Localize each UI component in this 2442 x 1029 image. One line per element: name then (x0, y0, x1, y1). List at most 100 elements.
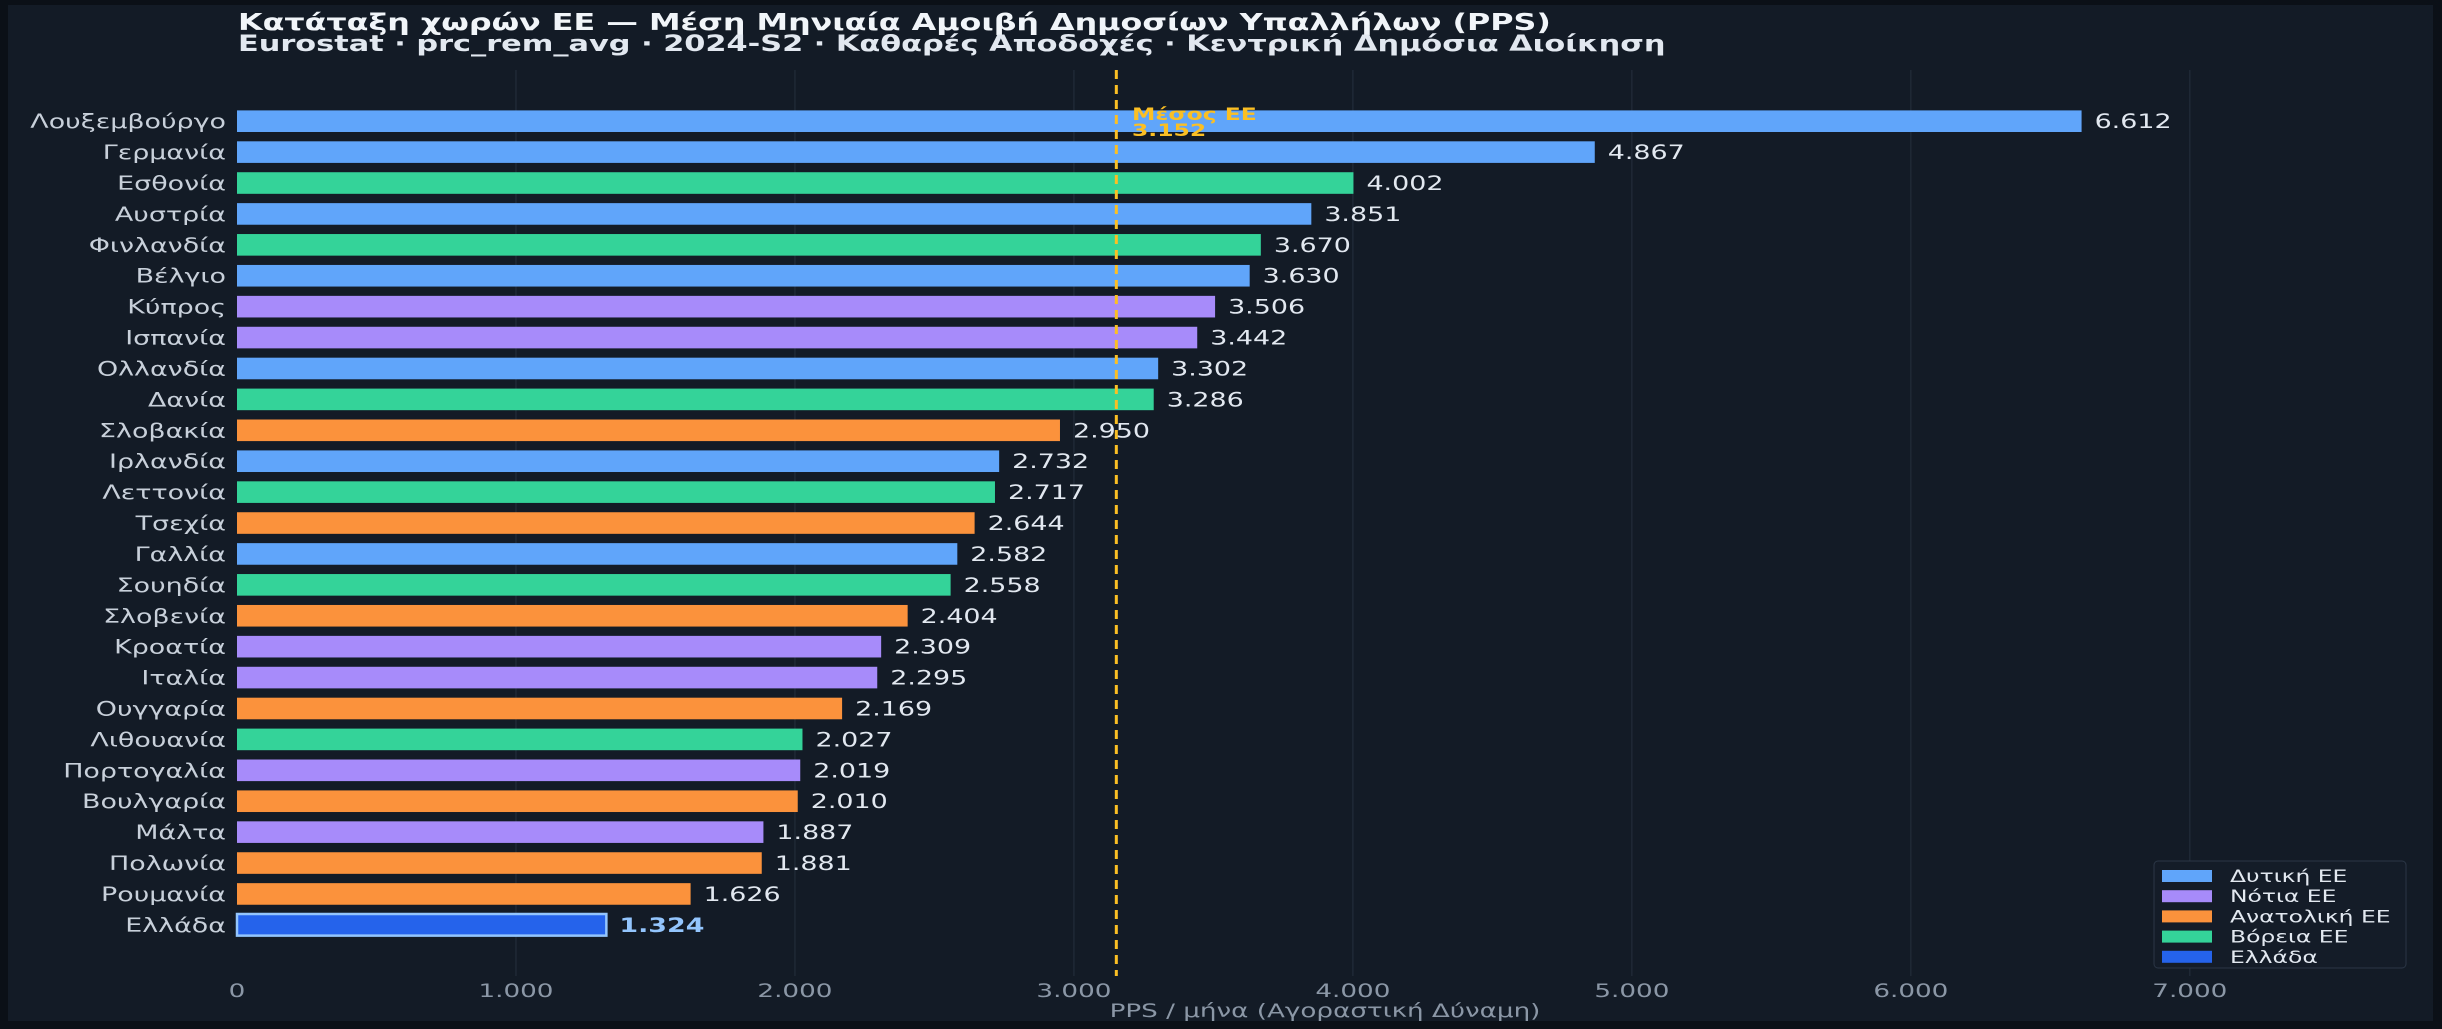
country-label: Τσεχία (134, 512, 226, 535)
x-axis-label: PPS / μήνα (Αγοραστική Δύναμη) (1110, 1000, 1541, 1022)
bar-3 (237, 172, 1354, 194)
value-label: 3.851 (1324, 203, 1401, 226)
country-label: Σουηδία (117, 574, 226, 597)
bar-8 (237, 326, 1198, 349)
country-label: Ελλάδα (125, 914, 226, 937)
country-label: Εσθονία (117, 172, 226, 195)
country-label: Λουξεμβούργο (30, 110, 226, 133)
bar-25 (237, 852, 762, 874)
legend-label: Νότια ΕΕ (2230, 886, 2336, 906)
x-tick-label: 0 (229, 980, 246, 1002)
bar-15 (237, 543, 958, 565)
legend-label: Ανατολική ΕΕ (2230, 907, 2391, 927)
country-label: Μάλτα (135, 821, 226, 844)
country-label: Ιρλανδία (109, 450, 226, 473)
country-label: Γαλλία (135, 543, 226, 566)
bar-20 (237, 697, 843, 720)
bar-27 (237, 914, 606, 936)
eu-mean-label: Μέσος ΕΕ (1132, 104, 1257, 124)
country-label: Αυστρία (115, 203, 226, 226)
x-tick-label: 3.000 (1036, 980, 1111, 1002)
bar-10 (237, 388, 1154, 411)
bar-5 (237, 234, 1261, 256)
bar-11 (237, 419, 1060, 442)
country-label: Βέλγιο (136, 264, 226, 287)
value-label: 3.506 (1228, 295, 1305, 318)
chart-title: Κατάταξη χωρών ΕΕ — Μέση Μηνιαία Αμοιβή … (238, 8, 1551, 35)
country-label: Ισπανία (125, 326, 226, 349)
value-label: 2.558 (964, 574, 1041, 597)
bar-7 (237, 295, 1216, 318)
value-label: 2.582 (970, 543, 1047, 566)
value-label: 2.404 (921, 605, 998, 628)
country-label: Φινλανδία (89, 234, 226, 257)
value-label: 1.626 (704, 883, 781, 906)
bar-17 (237, 604, 908, 627)
bar-18 (237, 635, 882, 658)
country-label: Ολλανδία (97, 357, 226, 380)
bar-6 (237, 264, 1250, 287)
x-tick-label: 7.000 (2152, 980, 2227, 1002)
value-label: 2.732 (1012, 450, 1089, 473)
value-label: 2.295 (890, 666, 967, 689)
bar-12 (237, 450, 1000, 473)
x-tick-labels: 0 1.000 2.000 3.000 4.000 5.000 6.000 7.000 (229, 980, 2228, 1002)
x-tick-label: 2.000 (757, 980, 832, 1002)
value-label: 2.644 (988, 512, 1065, 535)
value-label: 2.950 (1073, 419, 1150, 442)
country-label: Πολωνία (109, 852, 226, 875)
legend-swatch (2162, 870, 2212, 882)
country-label: Κύπρος (127, 295, 226, 318)
legend-swatch (2162, 930, 2212, 943)
country-label: Σλοβακία (99, 419, 226, 442)
x-tick-label: 6.000 (1873, 980, 1948, 1002)
bar-1 (237, 110, 2082, 132)
legend-swatch (2162, 910, 2212, 923)
country-label: Σλοβενία (103, 605, 226, 628)
country-label: Ιταλία (141, 666, 226, 689)
country-label: Λεττονία (102, 481, 226, 504)
country-label: Ουγγαρία (96, 697, 226, 720)
x-tick-label: 5.000 (1594, 980, 1669, 1002)
value-label: 2.309 (894, 635, 971, 658)
country-label: Πορτογαλία (63, 759, 226, 782)
value-label: 2.010 (811, 790, 888, 813)
legend-frame (2154, 861, 2406, 968)
eu-mean-value-label: 3.152 (1132, 120, 1206, 140)
bar-9 (237, 357, 1159, 380)
legend-swatch (2162, 950, 2212, 963)
bars (237, 110, 2082, 935)
value-label: 3.286 (1167, 388, 1244, 411)
value-label: 2.019 (813, 759, 890, 782)
bar-22 (237, 759, 801, 782)
legend-label: Βόρεια ΕΕ (2230, 927, 2348, 947)
country-label: Δανία (148, 388, 226, 411)
value-label: 4.867 (1608, 141, 1685, 164)
y-tick-labels: Λουξεμβούργο Γερμανία Εσθονία Αυστρία Φινλαν… (30, 110, 226, 937)
value-label: 6.612 (2095, 110, 2172, 133)
legend-label: Δυτική ΕΕ (2230, 866, 2347, 886)
value-label: 1.887 (776, 821, 853, 844)
bar-23 (237, 790, 798, 813)
country-label: Γερμανία (103, 141, 226, 164)
value-label: 3.302 (1171, 357, 1248, 380)
bar-19 (237, 666, 878, 689)
value-label: 3.630 (1263, 264, 1340, 287)
country-label: Βουλγαρία (82, 790, 226, 813)
bar-4 (237, 203, 1312, 225)
bar-26 (237, 883, 691, 905)
bar-21 (237, 728, 803, 751)
legend-label: Ελλάδα (2230, 947, 2318, 967)
bar-13 (237, 481, 995, 503)
value-label: 1.881 (775, 852, 852, 875)
value-label: 3.442 (1210, 326, 1287, 349)
value-label: 2.717 (1008, 481, 1085, 504)
value-label: 1.324 (619, 914, 704, 937)
chart-subtitle: Eurostat · prc_rem_avg · 2024-S2 · Καθαρ… (238, 31, 1666, 57)
value-label: 3.670 (1274, 234, 1351, 257)
bar-14 (237, 512, 975, 534)
country-label: Κροατία (114, 635, 226, 658)
value-label: 2.027 (815, 728, 892, 751)
country-label: Λιθουανία (90, 728, 226, 751)
